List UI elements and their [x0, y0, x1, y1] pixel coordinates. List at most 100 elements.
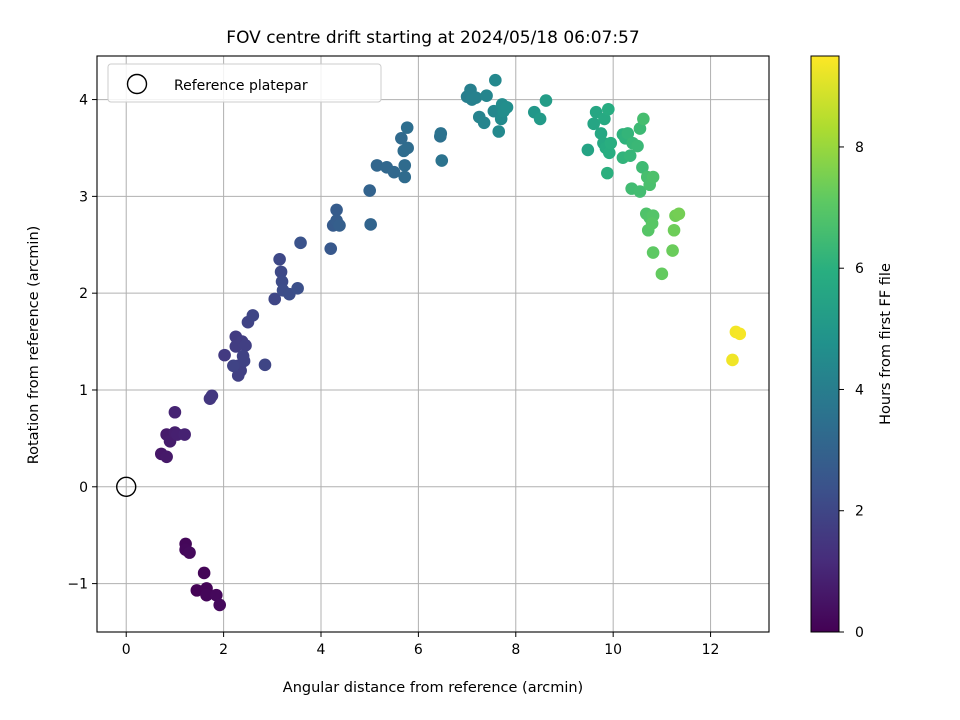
data-point — [387, 165, 401, 179]
data-point — [633, 122, 647, 135]
data-point — [200, 588, 213, 602]
data-point — [666, 244, 679, 257]
data-point — [636, 161, 649, 174]
x-tick-label: 4 — [317, 642, 326, 658]
colorbar: 0 2 4 6 8 Hours from first FF file — [810, 55, 894, 641]
data-point — [733, 327, 747, 341]
data-point — [539, 94, 553, 107]
x-axis-ticks: 0 2 4 6 8 10 12 — [122, 632, 720, 658]
data-point — [533, 112, 547, 126]
data-point — [291, 282, 304, 295]
data-point — [489, 73, 502, 87]
axes-frame — [96, 55, 770, 633]
data-point — [330, 203, 343, 217]
data-point — [637, 112, 650, 126]
data-point — [469, 91, 483, 104]
y-tick-label: 2 — [79, 286, 88, 302]
data-point — [601, 166, 614, 180]
data-point — [598, 112, 611, 126]
data-point — [621, 127, 635, 140]
data-point — [160, 450, 173, 464]
data-point — [633, 185, 647, 198]
data-point — [364, 218, 377, 231]
colorbar-tick-label: 6 — [855, 261, 864, 277]
data-point — [294, 236, 307, 250]
data-point — [370, 159, 384, 172]
data-point — [646, 170, 660, 184]
colorbar-tick-label: 0 — [855, 625, 864, 641]
legend-reference-label: Reference platepar — [174, 78, 308, 94]
data-point — [210, 588, 223, 602]
colorbar-tick-label: 8 — [855, 140, 864, 156]
data-point — [480, 89, 493, 102]
data-point — [500, 101, 514, 114]
colorbar-tick-label: 2 — [855, 504, 864, 520]
data-point — [231, 369, 245, 382]
data-point — [398, 170, 412, 184]
colorbar-label: Hours from first FF file — [878, 263, 894, 425]
legend: Reference platepar — [107, 63, 382, 103]
data-point — [274, 265, 288, 279]
legend-box — [107, 63, 382, 103]
y-tick-label: 1 — [79, 383, 88, 399]
data-point — [398, 159, 412, 172]
y-axis-ticks: −1 0 1 2 3 4 — [67, 93, 97, 593]
x-tick-label: 0 — [122, 642, 131, 658]
data-point — [205, 389, 219, 403]
data-point — [667, 223, 681, 237]
data-point — [623, 149, 637, 163]
chart-title: FOV centre drift starting at 2024/05/18 … — [226, 28, 639, 48]
x-tick-label: 12 — [702, 642, 720, 658]
data-point — [602, 102, 615, 116]
reference-platepar-marker — [116, 476, 137, 497]
data-point — [400, 121, 414, 134]
data-point — [434, 127, 448, 140]
data-point — [324, 242, 338, 255]
data-point — [477, 116, 491, 130]
grid — [97, 56, 769, 632]
data-point — [581, 143, 595, 157]
data-point — [273, 252, 286, 266]
data-point — [236, 349, 250, 363]
y-tick-label: 4 — [79, 93, 88, 109]
data-point — [646, 246, 660, 259]
data-point — [333, 219, 346, 232]
data-point — [594, 127, 608, 140]
data-point — [672, 207, 686, 221]
data-point — [363, 184, 376, 197]
y-tick-label: 3 — [79, 189, 88, 205]
data-point — [178, 428, 191, 441]
data-point — [258, 358, 272, 372]
data-point — [183, 546, 196, 559]
data-point — [587, 117, 600, 131]
x-tick-label: 6 — [414, 642, 423, 658]
data-point — [726, 353, 739, 367]
data-point — [395, 131, 408, 145]
x-tick-label: 10 — [604, 642, 622, 658]
x-tick-label: 8 — [511, 642, 520, 658]
data-point — [604, 136, 618, 150]
legend-reference-marker — [126, 73, 148, 95]
scatter-points — [154, 73, 747, 612]
y-tick-label: −1 — [67, 577, 88, 593]
data-point — [401, 141, 414, 155]
y-axis-label: Rotation from reference (arcmin) — [26, 226, 42, 465]
data-point — [197, 566, 211, 580]
data-point — [190, 584, 204, 597]
data-point — [492, 125, 506, 138]
data-point — [645, 217, 659, 230]
x-axis-label: Angular distance from reference (arcmin) — [283, 680, 583, 696]
y-tick-label: 0 — [79, 480, 88, 496]
data-point — [218, 348, 231, 362]
data-point — [246, 309, 260, 322]
data-point — [227, 359, 240, 373]
data-point — [239, 339, 252, 352]
colorbar-gradient — [810, 55, 840, 633]
data-point — [213, 598, 227, 612]
colorbar-tick-label: 4 — [855, 382, 864, 398]
data-point — [168, 405, 182, 419]
x-tick-label: 2 — [219, 642, 228, 658]
data-point — [268, 292, 282, 306]
data-point — [655, 267, 669, 281]
